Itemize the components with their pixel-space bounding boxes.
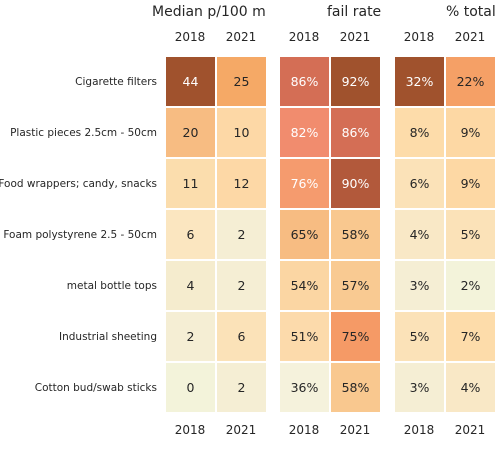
heatmap-cell: 20 [166,108,215,157]
heatmap-cell: 11 [166,159,215,208]
heatmap-cell: 7% [446,312,495,361]
heatmap-cell: 4% [395,210,444,259]
heatmap-cell: 82% [280,108,329,157]
row-label: Foam polystyrene 2.5 - 50cm [3,229,157,241]
heatmap-cell: 2 [217,210,266,259]
column-label-bottom: 2021 [454,423,486,437]
heatmap-cell: 10 [217,108,266,157]
row-label: Cotton bud/swab sticks [34,382,157,394]
column-label-top: 2021 [225,30,257,44]
heatmap-cell: 3% [395,261,444,310]
column-label-top: 2018 [288,30,320,44]
heatmap-cell: 90% [331,159,380,208]
column-label-bottom: 2018 [174,423,206,437]
row-label: Cigarette filters [75,76,157,88]
heatmap-cell: 54% [280,261,329,310]
heatmap-cell: 2% [446,261,495,310]
heatmap-cell: 3% [395,363,444,412]
heatmap-cell: 0 [166,363,215,412]
row-label: Plastic pieces 2.5cm - 50cm [10,127,157,139]
panel-title: % total [446,4,496,20]
heatmap-cell: 2 [217,363,266,412]
row-label: Food wrappers; candy, snacks [0,178,157,190]
heatmap-cell: 44 [166,57,215,106]
heatmap-cell: 8% [395,108,444,157]
column-label-bottom: 2021 [225,423,257,437]
heatmap-cell: 75% [331,312,380,361]
column-label-bottom: 2018 [288,423,320,437]
column-label-bottom: 2018 [403,423,435,437]
heatmap-cell: 57% [331,261,380,310]
heatmap-cell: 6 [166,210,215,259]
panel-title: Median p/100 m [152,4,266,20]
heatmap-cell: 25 [217,57,266,106]
heatmap-cell: 32% [395,57,444,106]
heatmap-cell: 5% [395,312,444,361]
heatmap-cell: 9% [446,108,495,157]
column-label-top: 2018 [403,30,435,44]
heatmap-cell: 86% [331,108,380,157]
row-label: metal bottle tops [66,280,157,292]
column-label-top: 2021 [454,30,486,44]
panel-title: fail rate [327,4,382,20]
heatmap-cell: 22% [446,57,495,106]
heatmap-cell: 2 [217,261,266,310]
column-label-bottom: 2021 [339,423,371,437]
heatmap-cell: 36% [280,363,329,412]
heatmap-cell: 4% [446,363,495,412]
heatmap-cell: 5% [446,210,495,259]
heatmap-cell: 51% [280,312,329,361]
heatmap-cell: 12 [217,159,266,208]
heatmap-cell: 92% [331,57,380,106]
column-label-top: 2021 [339,30,371,44]
heatmap-cell: 6% [395,159,444,208]
heatmap-cell: 58% [331,363,380,412]
row-label: Industrial sheeting [59,331,157,343]
heatmap-cell: 86% [280,57,329,106]
column-label-top: 2018 [174,30,206,44]
heatmap-cell: 65% [280,210,329,259]
heatmap-cell: 58% [331,210,380,259]
heatmap-cell: 76% [280,159,329,208]
heatmap-cell: 9% [446,159,495,208]
heatmap-cell: 2 [166,312,215,361]
heatmap-cell: 6 [217,312,266,361]
heatmap-cell: 4 [166,261,215,310]
